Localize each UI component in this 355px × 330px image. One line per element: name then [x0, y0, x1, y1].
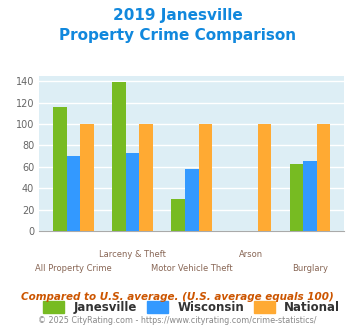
Text: Arson: Arson	[239, 250, 263, 259]
Text: © 2025 CityRating.com - https://www.cityrating.com/crime-statistics/: © 2025 CityRating.com - https://www.city…	[38, 316, 317, 325]
Text: Property Crime Comparison: Property Crime Comparison	[59, 28, 296, 43]
Bar	[139, 124, 153, 231]
Text: Compared to U.S. average. (U.S. average equals 100): Compared to U.S. average. (U.S. average …	[21, 292, 334, 302]
Text: Larceny & Theft: Larceny & Theft	[99, 250, 166, 259]
Text: All Property Crime: All Property Crime	[35, 264, 112, 273]
Bar	[66, 156, 80, 231]
Bar	[303, 161, 317, 231]
Bar	[317, 124, 331, 231]
Text: 2019 Janesville: 2019 Janesville	[113, 8, 242, 23]
Bar	[53, 107, 66, 231]
Bar	[80, 124, 94, 231]
Bar	[198, 124, 212, 231]
Bar	[258, 124, 271, 231]
Legend: Janesville, Wisconsin, National: Janesville, Wisconsin, National	[38, 296, 345, 318]
Bar	[185, 169, 198, 231]
Bar	[290, 164, 303, 231]
Bar	[171, 199, 185, 231]
Text: Motor Vehicle Theft: Motor Vehicle Theft	[151, 264, 233, 273]
Bar	[126, 153, 139, 231]
Bar	[112, 82, 126, 231]
Text: Burglary: Burglary	[292, 264, 328, 273]
